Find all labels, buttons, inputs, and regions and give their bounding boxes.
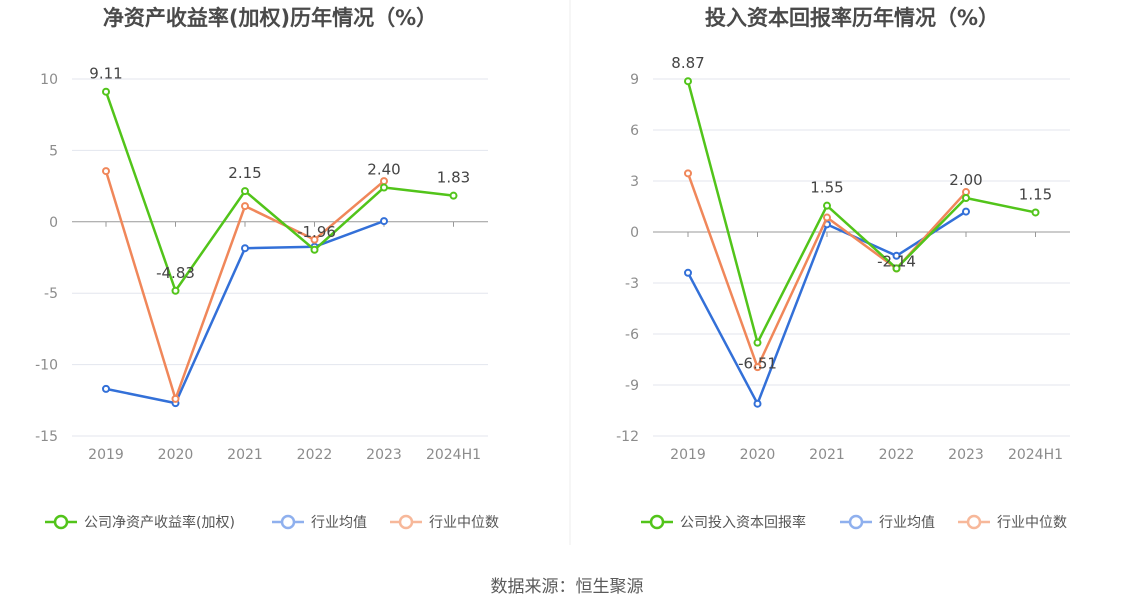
y-tick-label: -6 — [625, 327, 639, 343]
data-point-company[interactable] — [102, 87, 110, 96]
legend-item-industry-avg[interactable]: 行业均值 — [840, 514, 935, 531]
data-label: -6.51 — [738, 355, 777, 373]
data-label: 2.40 — [367, 161, 400, 179]
data-point-industry-avg[interactable] — [892, 251, 901, 260]
y-tick-label: 5 — [49, 143, 58, 159]
roe-series-layer — [102, 87, 458, 408]
data-label: -4.83 — [156, 264, 195, 282]
data-source: 数据来源：恒生聚源 — [491, 577, 644, 597]
data-point-industry-avg[interactable] — [241, 244, 249, 253]
y-tick-label: -5 — [44, 286, 58, 302]
x-tick-label: 2023 — [948, 447, 984, 463]
legend-item-industry-avg[interactable]: 行业均值 — [272, 514, 367, 531]
legend-item-company[interactable]: 公司投入资本回报率 — [641, 514, 806, 531]
data-point-industry-avg[interactable] — [684, 268, 692, 277]
data-point-industry-median[interactable] — [823, 213, 831, 222]
legend-label-industry-median: 行业中位数 — [429, 515, 499, 531]
data-point-company[interactable] — [684, 77, 692, 86]
data-point-industry-avg[interactable] — [962, 207, 970, 216]
data-label: 2.15 — [228, 164, 261, 182]
roic-legend: 公司投入资本回报率 行业均值 行业中位数 — [641, 514, 1067, 531]
data-point-company[interactable] — [962, 194, 970, 202]
legend-label-industry-avg: 行业均值 — [311, 515, 367, 531]
y-tick-label: 0 — [630, 225, 639, 241]
data-label: 2.00 — [949, 171, 982, 189]
data-label: 1.83 — [437, 169, 470, 187]
data-point-company[interactable] — [171, 286, 180, 295]
data-label: 1.15 — [1019, 185, 1052, 203]
legend-item-industry-median[interactable]: 行业中位数 — [390, 514, 499, 531]
data-label: -1.96 — [297, 223, 336, 241]
data-point-industry-avg[interactable] — [102, 384, 110, 393]
data-point-company[interactable] — [1031, 208, 1040, 217]
roe-x-axis: 2019 2020 2021 2022 2023 2024H1 — [72, 221, 488, 463]
roic-series-layer — [684, 77, 1040, 408]
legend-label-industry-median: 行业中位数 — [997, 515, 1067, 531]
legend-label-industry-avg: 行业均值 — [879, 515, 935, 531]
data-point-industry-median[interactable] — [380, 177, 388, 186]
data-point-industry-avg[interactable] — [753, 399, 762, 408]
y-tick-label: -10 — [35, 358, 58, 374]
y-tick-label: 6 — [630, 123, 639, 139]
data-point-industry-median[interactable] — [684, 169, 692, 178]
data-point-company[interactable] — [241, 187, 249, 196]
data-point-company[interactable] — [892, 264, 901, 273]
x-tick-label: 2019 — [88, 447, 124, 463]
y-tick-label: 9 — [630, 72, 639, 88]
data-point-company[interactable] — [823, 201, 831, 210]
legend-item-company[interactable]: 公司净资产收益率(加权) — [45, 514, 235, 531]
x-tick-label: 2023 — [366, 447, 402, 463]
y-tick-label: -9 — [625, 378, 639, 394]
x-tick-label: 2019 — [670, 447, 706, 463]
roic-data-labels: 8.87 -6.51 1.55 -2.14 2.00 1.15 — [671, 54, 1052, 372]
x-tick-label: 2022 — [297, 447, 333, 463]
y-tick-label: 0 — [49, 215, 58, 231]
roic-chart-title: 投入资本回报率历年情况（%） — [705, 6, 999, 30]
data-point-company[interactable] — [449, 191, 458, 200]
data-point-industry-median[interactable] — [753, 363, 762, 372]
y-tick-label: -15 — [35, 429, 58, 445]
y-tick-label: 10 — [40, 72, 58, 88]
data-point-company[interactable] — [753, 338, 762, 347]
data-point-company[interactable] — [310, 245, 319, 254]
x-tick-label: 2024H1 — [1008, 447, 1063, 463]
roic-x-axis: 2019 2020 2021 2022 2023 2024H1 — [653, 231, 1070, 463]
roe-chart-title: 净资产收益率(加权)历年情况（%） — [103, 6, 437, 30]
series-line-company — [686, 80, 1036, 344]
data-point-industry-avg[interactable] — [380, 217, 388, 226]
x-tick-label: 2021 — [227, 447, 263, 463]
data-point-company[interactable] — [380, 183, 388, 192]
data-point-industry-median[interactable] — [241, 202, 249, 211]
x-tick-label: 2020 — [740, 447, 776, 463]
legend-label-company: 公司净资产收益率(加权) — [84, 514, 235, 531]
roe-grid: 10 5 0 -5 -10 -15 — [35, 72, 488, 445]
roic-chart: 投入资本回报率历年情况（%） 9 6 3 0 -3 -6 -9 -12 2019 2020 202… — [616, 6, 1070, 463]
x-tick-label: 2020 — [158, 447, 194, 463]
series-line-company — [104, 91, 454, 293]
legend-label-company: 公司投入资本回报率 — [680, 514, 806, 531]
roe-legend: 公司净资产收益率(加权) 行业均值 行业中位数 — [45, 514, 499, 531]
data-point-industry-median[interactable] — [310, 235, 319, 244]
data-label: 1.55 — [810, 179, 843, 197]
x-tick-label: 2022 — [879, 447, 915, 463]
y-tick-label: -3 — [625, 276, 639, 292]
x-tick-label: 2024H1 — [426, 447, 481, 463]
x-tick-label: 2021 — [809, 447, 845, 463]
legend-item-industry-median[interactable]: 行业中位数 — [958, 514, 1067, 531]
data-point-industry-median[interactable] — [171, 394, 180, 403]
data-label: -2.14 — [877, 252, 916, 270]
data-label: 8.87 — [671, 54, 704, 72]
data-label: 9.11 — [89, 65, 122, 83]
y-tick-label: -12 — [616, 429, 639, 445]
roe-data-labels: 9.11 -4.83 2.15 -1.96 2.40 1.83 — [89, 65, 470, 282]
data-point-industry-median[interactable] — [102, 167, 110, 176]
roic-grid: 9 6 3 0 -3 -6 -9 -12 — [616, 72, 1070, 445]
y-tick-label: 3 — [630, 174, 639, 190]
